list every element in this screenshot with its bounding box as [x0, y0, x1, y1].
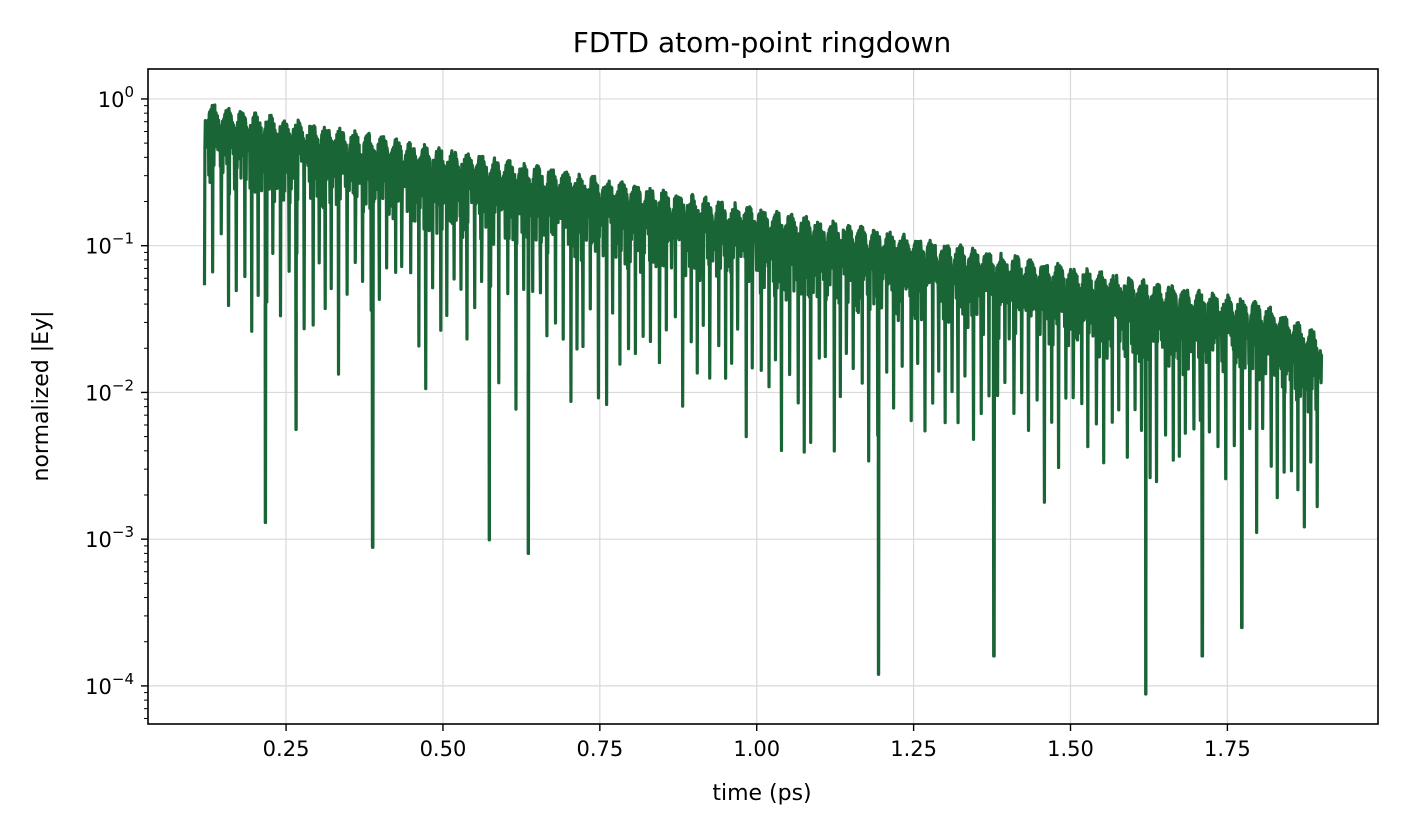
- y-tick-label: 10−2: [85, 376, 134, 405]
- x-axis-ticks: 0.25 0.50 0.75 1.00 1.25 1.50 1.75: [263, 724, 1251, 761]
- x-tick-label: 0.25: [263, 737, 310, 761]
- y-axis-ticks: 100 10−1 10−2 10−3 10−4: [85, 83, 148, 719]
- x-axis-label: time (ps): [712, 781, 811, 806]
- x-tick-label: 1.75: [1204, 737, 1251, 761]
- y-tick-label: 10−3: [85, 523, 134, 552]
- y-axis-label: normalized |Ey|: [29, 311, 54, 482]
- y-tick-label: 100: [98, 83, 134, 112]
- y-tick-label: 10−4: [85, 670, 134, 699]
- x-tick-label: 0.75: [576, 737, 623, 761]
- chart-title: FDTD atom-point ringdown: [573, 26, 952, 59]
- plot-area: [202, 103, 1324, 696]
- x-tick-label: 1.50: [1047, 737, 1094, 761]
- series-line: [202, 103, 1324, 696]
- x-tick-label: 0.50: [420, 737, 467, 761]
- axes-frame: [147, 68, 1379, 725]
- y-tick-label: 10−1: [85, 230, 134, 259]
- x-tick-label: 1.25: [890, 737, 937, 761]
- x-tick-label: 1.00: [733, 737, 780, 761]
